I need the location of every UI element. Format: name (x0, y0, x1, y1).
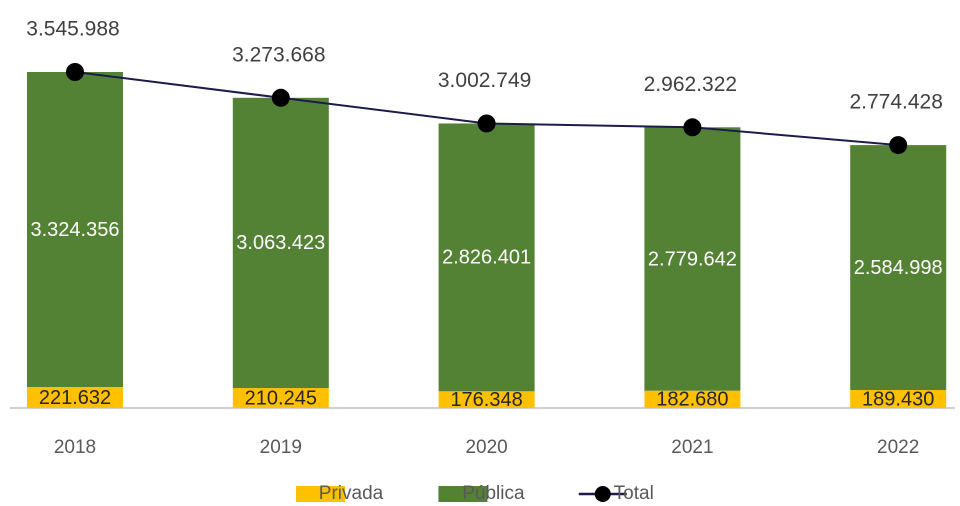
bar-segment (232, 388, 329, 408)
x-tick-label: 2022 (877, 437, 919, 458)
data-label: 3.063.423 (236, 232, 325, 254)
data-label: 176.348 (450, 389, 522, 411)
legend-swatch (296, 486, 345, 502)
data-label: 3.324.356 (31, 219, 120, 241)
total-marker (477, 114, 496, 133)
bar-segment (850, 145, 947, 391)
data-label: 189.430 (862, 388, 934, 410)
bar-segment (850, 390, 947, 408)
data-label: 2.779.642 (648, 248, 737, 270)
data-label: 2.584.998 (854, 257, 943, 279)
total-label: 3.002.749 (438, 69, 531, 92)
x-tick-label: 2021 (671, 437, 713, 458)
bar-segment (644, 390, 741, 408)
legend-label: Total (614, 483, 654, 504)
total-marker (889, 136, 908, 155)
bar-segment (438, 123, 535, 392)
total-marker (271, 88, 290, 107)
bar-segment (27, 386, 123, 408)
legend-label: Pública (462, 483, 525, 504)
bar-segment (438, 391, 535, 408)
total-label: 2.962.322 (644, 73, 737, 96)
bar-segment (232, 97, 329, 389)
x-tick-label: 2018 (54, 437, 96, 458)
bar-segment (27, 72, 123, 387)
x-tick-label: 2020 (465, 437, 507, 458)
total-marker (683, 118, 702, 137)
total-label: 3.273.668 (232, 43, 325, 66)
legend-marker (594, 486, 611, 502)
total-marker (66, 63, 84, 81)
data-label: 2.826.401 (442, 247, 531, 269)
total-label: 3.545.988 (26, 18, 119, 41)
data-label: 210.245 (245, 387, 317, 409)
legend-label: Privada (319, 483, 384, 504)
x-tick-label: 2019 (260, 437, 302, 458)
total-label: 2.774.428 (849, 91, 942, 114)
data-label: 182.680 (656, 389, 728, 411)
legend-swatch (438, 486, 488, 502)
bar-segment (644, 127, 741, 391)
data-label: 221.632 (39, 387, 111, 409)
